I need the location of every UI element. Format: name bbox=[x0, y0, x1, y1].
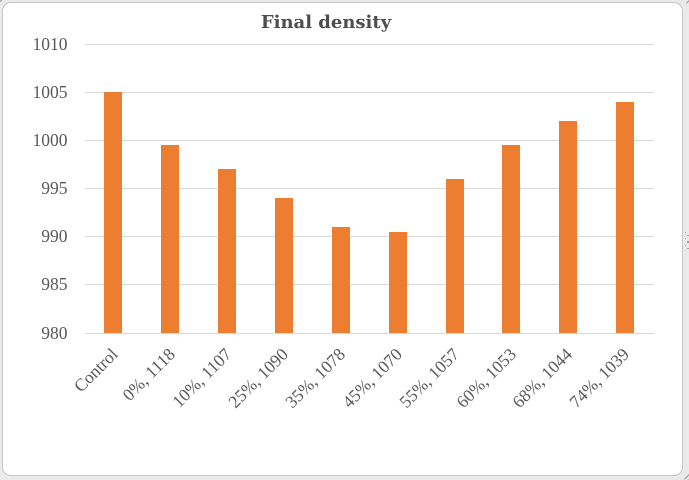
bar-45%, 1070[interactable] bbox=[388, 231, 407, 333]
y-axis-tick-label: 980 bbox=[41, 322, 68, 343]
y-axis-tick-label: 1005 bbox=[32, 81, 68, 102]
gridline bbox=[85, 139, 654, 141]
resize-handle-dot[interactable] bbox=[687, 241, 689, 243]
resize-handle-dot[interactable] bbox=[687, 234, 689, 237]
y-axis-tick-label: 985 bbox=[41, 274, 68, 295]
gridline bbox=[85, 91, 654, 93]
bar-55%, 1057[interactable] bbox=[445, 178, 464, 333]
gridline bbox=[85, 188, 654, 189]
bar-74%, 1039[interactable] bbox=[616, 101, 635, 333]
resize-grip[interactable] bbox=[0, 0, 4, 4]
y-axis-tick-label: 1010 bbox=[32, 33, 68, 54]
gridline bbox=[85, 284, 654, 286]
bar-10%, 1107[interactable] bbox=[218, 169, 237, 333]
y-axis-tick-label: 990 bbox=[41, 226, 68, 247]
resize-handle-dot[interactable] bbox=[685, 231, 687, 233]
bar-0%, 1118[interactable] bbox=[161, 145, 180, 333]
bar-25%, 1090[interactable] bbox=[274, 198, 293, 333]
gridline bbox=[85, 43, 654, 45]
resize-handle-dot[interactable] bbox=[685, 238, 687, 240]
bar-35%, 1078[interactable] bbox=[331, 227, 350, 333]
chart-title: Final density bbox=[260, 12, 392, 33]
resize-handle-dot[interactable] bbox=[685, 244, 687, 247]
gridline bbox=[85, 236, 654, 238]
x-axis-line bbox=[85, 332, 654, 334]
bar-60%, 1053[interactable] bbox=[502, 145, 521, 333]
resize-handle-dot[interactable] bbox=[687, 248, 689, 250]
bar-68%, 1044[interactable] bbox=[559, 121, 578, 333]
bar-Control[interactable] bbox=[104, 92, 123, 333]
y-axis-tick-label: 1000 bbox=[32, 129, 68, 150]
y-axis-tick-label: 995 bbox=[41, 178, 68, 198]
